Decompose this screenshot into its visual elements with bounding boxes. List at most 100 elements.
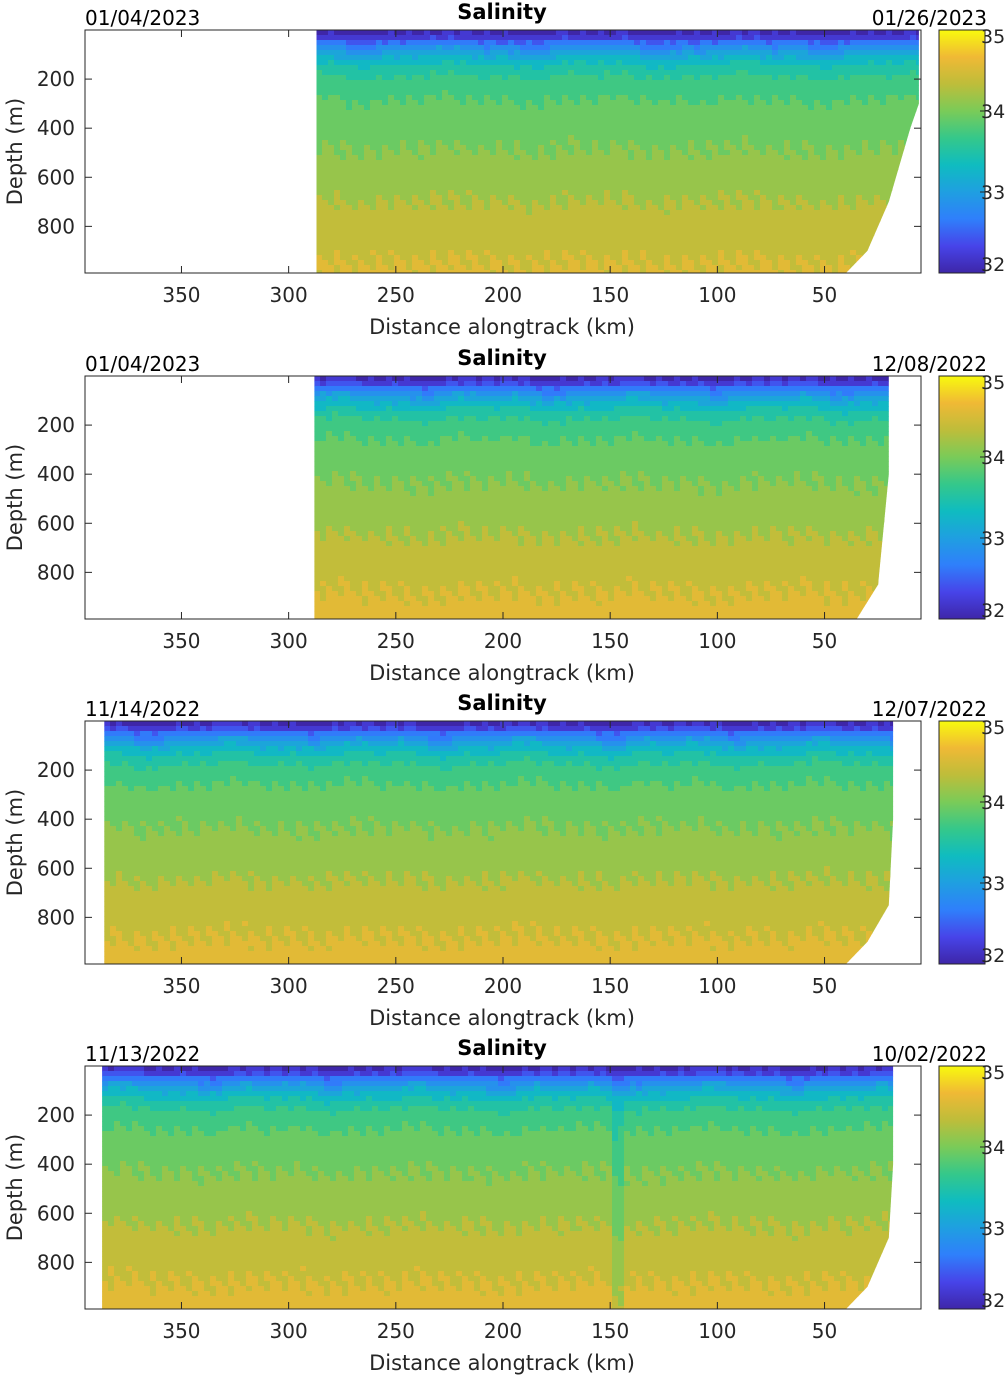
heatmap-cell	[676, 155, 683, 161]
heatmap-cell	[376, 185, 383, 191]
heatmap-cell	[550, 195, 557, 201]
heatmap-cell	[898, 80, 905, 86]
heatmap-cell	[838, 180, 845, 186]
heatmap-cell	[838, 75, 845, 81]
heatmap-cell	[562, 95, 569, 101]
heatmap-cell	[418, 100, 425, 106]
heatmap-cell	[556, 210, 563, 216]
heatmap-cell	[586, 30, 593, 36]
heatmap-cell	[862, 135, 869, 141]
heatmap-cell	[388, 95, 395, 101]
heatmap-cell	[358, 150, 365, 156]
heatmap-cell	[754, 90, 761, 96]
heatmap-cell	[370, 190, 377, 196]
heatmap-cell	[466, 265, 473, 271]
heatmap-cell	[562, 170, 569, 176]
heatmap-cell	[616, 225, 623, 231]
heatmap-cell	[910, 75, 917, 81]
heatmap-cell	[616, 120, 623, 126]
heatmap-cell	[718, 55, 725, 61]
heatmap-cell	[748, 120, 755, 126]
heatmap-cell	[508, 225, 515, 231]
heatmap-cell	[352, 85, 359, 91]
heatmap-cell	[706, 30, 713, 36]
heatmap-cell	[580, 215, 587, 221]
heatmap-cell	[568, 135, 575, 141]
heatmap-cell	[838, 145, 845, 151]
heatmap-cell	[454, 240, 461, 246]
heatmap-cell	[910, 140, 917, 146]
heatmap-cell	[844, 135, 851, 141]
heatmap-cell	[424, 170, 431, 176]
heatmap-cell	[508, 90, 515, 96]
heatmap-cell	[424, 140, 431, 146]
heatmap-cell	[766, 100, 773, 106]
heatmap-cell	[334, 60, 341, 66]
heatmap-cell	[586, 45, 593, 51]
heatmap-cell	[802, 50, 809, 56]
heatmap-cell	[388, 255, 395, 261]
heatmap-cell	[490, 90, 497, 96]
heatmap-cell	[826, 35, 833, 41]
heatmap-cell	[646, 130, 653, 136]
heatmap-cell	[436, 205, 443, 211]
heatmap-cell	[376, 50, 383, 56]
heatmap-cell	[688, 210, 695, 216]
heatmap-cell	[580, 120, 587, 126]
heatmap-cell	[448, 115, 455, 121]
heatmap-cell	[592, 155, 599, 161]
heatmap-cell	[454, 160, 461, 166]
heatmap-cell	[346, 235, 353, 241]
heatmap-cell	[880, 115, 887, 121]
heatmap-cell	[868, 170, 875, 176]
heatmap-cell	[784, 115, 791, 121]
heatmap-cell	[646, 55, 653, 61]
heatmap-cell	[466, 65, 473, 71]
heatmap-cell	[616, 80, 623, 86]
heatmap-cell	[610, 35, 617, 41]
heatmap-cell	[322, 110, 329, 116]
heatmap-cell	[412, 70, 419, 76]
heatmap-cell	[418, 215, 425, 221]
heatmap-cell	[796, 225, 803, 231]
heatmap-cell	[580, 50, 587, 56]
heatmap-cell	[568, 30, 575, 36]
heatmap-cell	[652, 190, 659, 196]
heatmap-cell	[574, 35, 581, 41]
heatmap-cell	[526, 70, 533, 76]
heatmap-cell	[496, 235, 503, 241]
heatmap-cell	[352, 160, 359, 166]
heatmap-cell	[652, 40, 659, 46]
start-date-label: 01/04/2023	[85, 6, 200, 30]
heatmap-cell	[754, 235, 761, 241]
heatmap-cell	[508, 270, 515, 273]
heatmap-cell	[736, 110, 743, 116]
heatmap-cell	[886, 110, 893, 116]
heatmap-cell	[472, 55, 479, 61]
heatmap-cell	[418, 255, 425, 261]
heatmap-cell	[880, 185, 887, 191]
heatmap-cell	[388, 30, 395, 36]
heatmap-cell	[580, 75, 587, 81]
heatmap-cell	[364, 205, 371, 211]
heatmap-cell	[568, 230, 575, 236]
heatmap-cell	[826, 185, 833, 191]
heatmap-cell	[322, 150, 329, 156]
heatmap-cell	[790, 125, 797, 131]
heatmap-cell	[508, 240, 515, 246]
heatmap-cell	[568, 70, 575, 76]
heatmap-cell	[382, 105, 389, 111]
heatmap-cell	[832, 50, 839, 56]
heatmap-cell	[694, 70, 701, 76]
heatmap-cell	[316, 125, 323, 131]
heatmap-cell	[592, 145, 599, 151]
heatmap-cell	[460, 245, 467, 251]
heatmap-cell	[484, 270, 491, 273]
heatmap-cell	[730, 115, 737, 121]
heatmap-cell	[466, 175, 473, 181]
heatmap-cell	[634, 235, 641, 241]
heatmap-cell	[334, 30, 341, 36]
heatmap-cell	[682, 170, 689, 176]
heatmap-cell	[910, 135, 917, 141]
heatmap-cell	[892, 115, 899, 121]
